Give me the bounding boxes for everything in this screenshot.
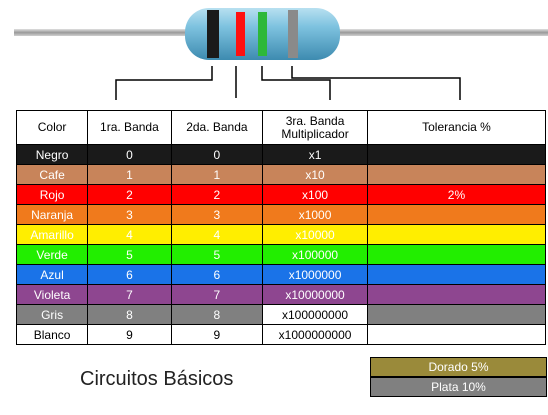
resistor-illustration: [14, 8, 548, 100]
tolerance-cell: [366, 244, 547, 265]
resistor-band-4: [288, 10, 298, 58]
tolerance-cell: [366, 264, 547, 285]
band2-digit-cell: 1: [170, 164, 264, 185]
band1-digit-cell: 5: [87, 244, 172, 265]
table-row: Cafe 1 1 x10: [15, 164, 547, 185]
table-body: Negro 0 0 x1 Cafe 1 1 x10 Rojo 2 2 x100 2% Naranja 3 3 x…: [15, 144, 547, 345]
tolerance-cell: [366, 204, 547, 225]
band1-digit-cell: 3: [87, 204, 172, 225]
table-row: Azul 6 6 x1000000: [15, 264, 547, 285]
color-name-cell: Gris: [15, 304, 89, 325]
multiplier-cell: x1000000: [262, 264, 368, 285]
tolerance-cell: 2%: [366, 184, 547, 205]
tolerance-cell: [366, 324, 547, 345]
band2-digit-cell: 8: [170, 304, 264, 325]
tolerance-cell: [366, 164, 547, 185]
table-row: Rojo 2 2 x100 2%: [15, 184, 547, 205]
table-row: Verde 5 5 x100000: [15, 244, 547, 265]
multiplier-cell: x1000000000: [262, 324, 368, 345]
band1-digit-cell: 8: [87, 304, 172, 325]
header-band2: 2da. Banda: [170, 110, 264, 145]
resistor-band-3: [258, 12, 267, 56]
multiplier-cell: x10000: [262, 224, 368, 245]
band1-digit-cell: 1: [87, 164, 172, 185]
color-name-cell: Cafe: [15, 164, 89, 185]
color-name-cell: Azul: [15, 264, 89, 285]
table-row: Amarillo 4 4 x10000: [15, 224, 547, 245]
tolerance-cell: [366, 304, 547, 325]
multiplier-cell: x100: [262, 184, 368, 205]
band1-digit-cell: 7: [87, 284, 172, 305]
table-row: Negro 0 0 x1: [15, 144, 547, 165]
color-name-cell: Amarillo: [15, 224, 89, 245]
band-connector-lines: [115, 66, 461, 100]
tolerance-cell: [366, 224, 547, 245]
color-name-cell: Violeta: [15, 284, 89, 305]
multiplier-cell: x1000: [262, 204, 368, 225]
connector-band-3: [261, 66, 331, 100]
multiplier-cell: x10: [262, 164, 368, 185]
band1-digit-cell: 0: [87, 144, 172, 165]
table-row: Gris 8 8 x100000000: [15, 304, 547, 325]
multiplier-cell: x1: [262, 144, 368, 165]
resistor-band-1: [207, 10, 219, 58]
band1-digit-cell: 2: [87, 184, 172, 205]
header-color: Color: [15, 110, 89, 145]
tolerance-cell: [366, 284, 547, 305]
band2-digit-cell: 0: [170, 144, 264, 165]
tolerance-gold-box: Dorado 5%: [370, 357, 547, 377]
color-name-cell: Verde: [15, 244, 89, 265]
header-multiplier: 3ra. Banda Multiplicador: [262, 110, 368, 145]
band2-digit-cell: 2: [170, 184, 264, 205]
band2-digit-cell: 4: [170, 224, 264, 245]
footer-title: Circuitos Básicos: [80, 368, 234, 390]
header-multiplier-line2: Multiplicador: [281, 126, 349, 141]
multiplier-cell: x100000: [262, 244, 368, 265]
color-name-cell: Naranja: [15, 204, 89, 225]
band1-digit-cell: 4: [87, 224, 172, 245]
table-row: Naranja 3 3 x1000: [15, 204, 547, 225]
color-name-cell: Blanco: [15, 324, 89, 345]
connector-band-4: [291, 66, 461, 100]
color-name-cell: Negro: [15, 144, 89, 165]
band2-digit-cell: 6: [170, 264, 264, 285]
tolerance-silver-box: Plata 10%: [370, 377, 547, 397]
band1-digit-cell: 9: [87, 324, 172, 345]
table-row: Violeta 7 7 x10000000: [15, 284, 547, 305]
band2-digit-cell: 7: [170, 284, 264, 305]
header-band1: 1ra. Banda: [87, 110, 172, 145]
band1-digit-cell: 6: [87, 264, 172, 285]
color-name-cell: Rojo: [15, 184, 89, 205]
header-tolerance: Tolerancia %: [366, 110, 547, 145]
band2-digit-cell: 3: [170, 204, 264, 225]
connector-band-1: [115, 66, 213, 100]
header-multiplier-line1: 3ra. Banda: [285, 113, 345, 128]
resistor-lead-left: [14, 29, 194, 36]
tolerance-cell: [366, 144, 547, 165]
band2-digit-cell: 9: [170, 324, 264, 345]
multiplier-cell: x10000000: [262, 284, 368, 305]
multiplier-cell: x100000000: [262, 304, 368, 325]
resistor-lead-right: [330, 29, 548, 36]
resistor-color-code-table: Color 1ra. Banda 2da. Banda 3ra. Banda M…: [15, 110, 547, 345]
table-row: Blanco 9 9 x1000000000: [15, 324, 547, 345]
resistor-band-2: [236, 12, 245, 56]
table-header-row: Color 1ra. Banda 2da. Banda 3ra. Banda M…: [15, 110, 547, 145]
band2-digit-cell: 5: [170, 244, 264, 265]
